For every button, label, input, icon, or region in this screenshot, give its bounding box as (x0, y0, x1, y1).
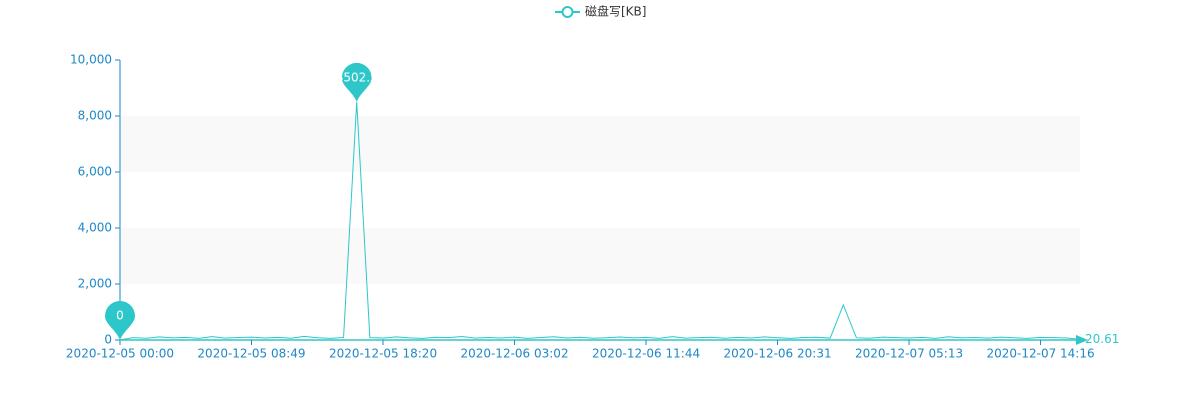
series-line (119, 101, 1081, 341)
x-tick-label: 2020-12-05 00:00 (66, 347, 174, 361)
legend-icon (561, 6, 574, 18)
y-tick-label: 6,000 (78, 165, 112, 179)
end-label: 20.61 (1085, 332, 1119, 346)
x-axis-arrow (1076, 335, 1088, 345)
x-tick-label: 2020-12-06 11:44 (592, 347, 700, 361)
x-tick-label: 2020-12-07 14:16 (986, 347, 1094, 361)
y-tick-label: 2,000 (78, 277, 112, 291)
legend-label: 磁盘写[KB] (585, 4, 646, 19)
mark-point-min-label: 0 (116, 309, 124, 323)
x-tick-label: 2020-12-07 05:13 (855, 347, 963, 361)
x-tick-label: 2020-12-06 20:31 (723, 347, 831, 361)
split-area (120, 228, 1080, 284)
y-tick-label: 10,000 (70, 53, 112, 67)
legend[interactable]: 磁盘写[KB] (555, 4, 646, 19)
mark-point-max (341, 62, 372, 102)
y-tick-label: 8,000 (78, 109, 112, 123)
y-tick-label: 4,000 (78, 221, 112, 235)
mark-point-min (104, 300, 136, 340)
x-tick-label: 2020-12-05 08:49 (197, 347, 305, 361)
split-area (120, 116, 1080, 172)
mark-point-max-label: 8502.5 (336, 70, 378, 84)
x-tick-label: 2020-12-06 03:02 (460, 347, 568, 361)
x-tick-label: 2020-12-05 18:20 (329, 347, 437, 361)
y-tick-label: 0 (104, 333, 112, 347)
